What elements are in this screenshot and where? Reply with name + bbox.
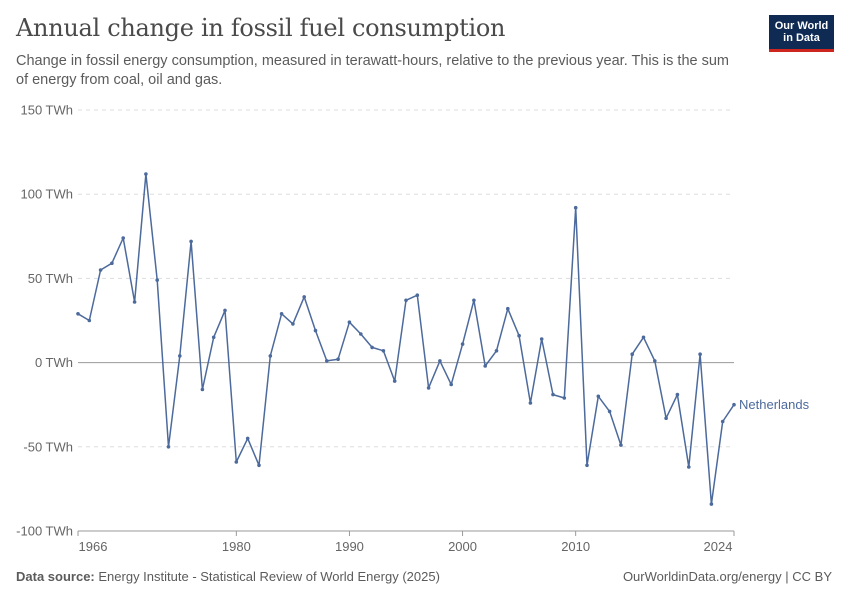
data-point[interactable] <box>245 436 250 441</box>
y-tick-label: 0 TWh <box>35 355 73 370</box>
data-point[interactable] <box>483 364 488 368</box>
y-tick-label: -50 TWh <box>23 439 73 454</box>
x-axis-ticks: 1966 1980 1990 2000 2010 2024 <box>77 530 735 554</box>
data-point[interactable] <box>551 392 555 397</box>
data-point[interactable] <box>155 278 159 282</box>
data-point[interactable] <box>426 386 431 390</box>
y-tick-label: 100 TWh <box>20 187 73 202</box>
data-point[interactable] <box>313 328 318 333</box>
data-point[interactable] <box>517 333 521 338</box>
source-link[interactable]: Energy Institute - Statistical Review of… <box>98 569 440 584</box>
x-tick-label: 1980 <box>222 539 251 554</box>
y-tick-label: -100 TWh <box>16 524 73 539</box>
data-point[interactable] <box>98 268 103 272</box>
data-point[interactable] <box>687 465 691 469</box>
data-point[interactable] <box>347 320 352 325</box>
series-label: Netherlands <box>739 397 810 412</box>
logo-line-2: in Data <box>783 32 820 44</box>
x-tick-label: 2010 <box>561 539 590 554</box>
data-point[interactable] <box>415 293 420 298</box>
chart-title: Annual change in fossil fuel consumption <box>16 14 506 42</box>
data-point[interactable] <box>494 349 499 353</box>
data-point[interactable] <box>76 312 80 316</box>
data-point[interactable] <box>87 318 92 323</box>
data-point[interactable] <box>291 322 295 326</box>
y-tick-label: 150 TWh <box>20 103 73 118</box>
data-point[interactable] <box>641 335 646 340</box>
series-layer: Netherlands <box>76 172 810 506</box>
y-tick-label: 50 TWh <box>28 271 73 286</box>
data-point[interactable] <box>336 357 340 362</box>
data-point[interactable] <box>630 352 634 357</box>
chart-subtitle: Change in fossil energy consumption, mea… <box>16 53 730 88</box>
data-point[interactable] <box>234 460 239 464</box>
data-point[interactable] <box>506 306 510 311</box>
data-point[interactable] <box>325 359 329 363</box>
logo-line-1: Our World <box>774 20 829 32</box>
data-point[interactable] <box>359 332 363 336</box>
data-point[interactable] <box>472 298 476 303</box>
data-point[interactable] <box>732 402 736 407</box>
data-point[interactable] <box>392 379 397 383</box>
data-point[interactable] <box>528 401 533 405</box>
source-label: Data source: <box>16 569 95 584</box>
grid-lines <box>78 109 734 532</box>
data-point[interactable] <box>144 172 148 176</box>
data-point[interactable] <box>709 502 714 506</box>
data-point[interactable] <box>562 396 567 400</box>
y-axis-ticks: 150 TWh 100 TWh 50 TWh 0 TWh -50 TWh -100 TWh <box>16 103 73 539</box>
data-point[interactable] <box>720 419 725 424</box>
x-tick-label: 1966 <box>79 539 108 554</box>
data-point[interactable] <box>211 335 216 340</box>
data-point[interactable] <box>257 463 261 468</box>
data-point[interactable] <box>178 354 182 358</box>
data-point[interactable] <box>121 236 125 240</box>
data-point[interactable] <box>449 382 454 387</box>
x-tick-label: 1990 <box>335 539 364 554</box>
data-point[interactable] <box>619 443 623 447</box>
data-point[interactable] <box>596 394 601 399</box>
data-point[interactable] <box>381 349 386 353</box>
footer-link[interactable]: OurWorldinData.org/energy | CC BY <box>622 569 832 584</box>
data-point[interactable] <box>585 463 589 468</box>
data-point[interactable] <box>539 337 544 341</box>
data-point[interactable] <box>268 354 273 358</box>
x-tick-label: 2024 <box>704 539 733 554</box>
data-point[interactable] <box>189 239 193 244</box>
data-point[interactable] <box>438 359 442 363</box>
owid-logo[interactable]: Our World in Data <box>769 15 834 52</box>
data-point[interactable] <box>404 298 408 303</box>
data-point[interactable] <box>698 352 702 357</box>
data-source: Data source: Energy Institute - Statisti… <box>16 569 440 584</box>
data-point[interactable] <box>573 205 578 210</box>
data-point[interactable] <box>110 261 114 266</box>
x-tick-label: 2000 <box>448 539 477 554</box>
data-point[interactable] <box>653 359 657 363</box>
data-point[interactable] <box>664 416 668 421</box>
data-point[interactable] <box>302 295 307 299</box>
data-point[interactable] <box>607 409 612 414</box>
data-point[interactable] <box>166 445 171 449</box>
data-point[interactable] <box>279 312 284 316</box>
data-point[interactable] <box>370 345 374 350</box>
data-point[interactable] <box>132 300 137 304</box>
data-point[interactable] <box>460 342 465 346</box>
data-point[interactable] <box>675 392 680 397</box>
data-point[interactable] <box>200 387 205 392</box>
data-point[interactable] <box>223 308 227 313</box>
series-line[interactable] <box>77 173 735 505</box>
